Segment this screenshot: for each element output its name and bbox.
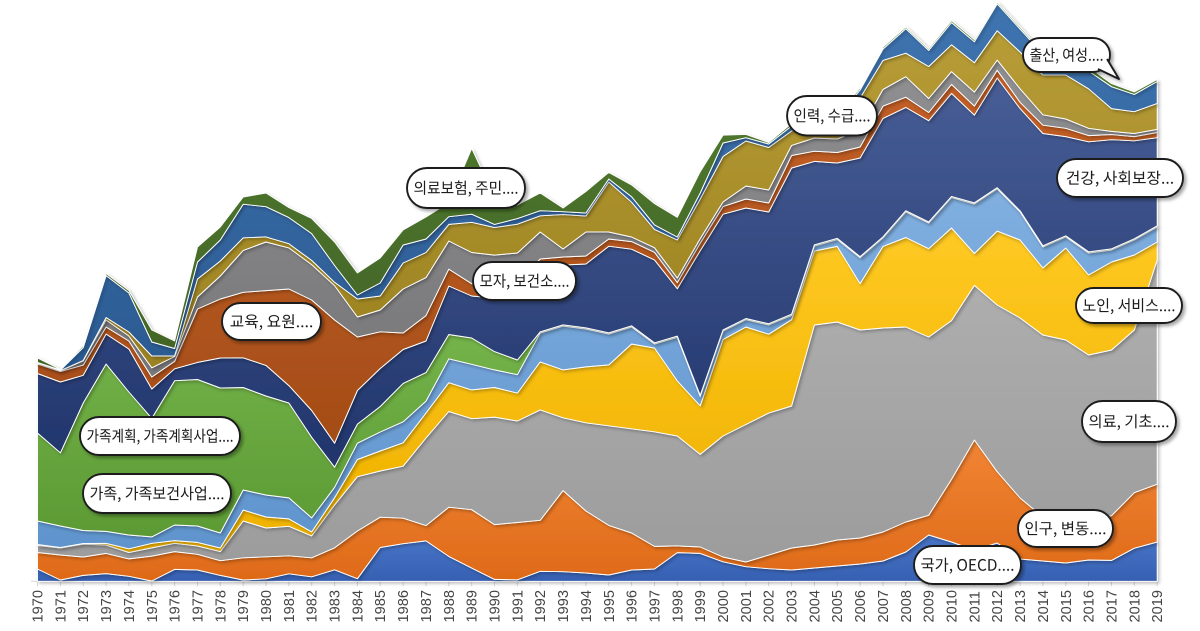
svg-text:1993: 1993 bbox=[556, 590, 572, 622]
svg-text:2000: 2000 bbox=[716, 590, 732, 622]
svg-text:1981: 1981 bbox=[282, 590, 298, 622]
svg-text:2017: 2017 bbox=[1105, 590, 1121, 622]
svg-text:1987: 1987 bbox=[419, 590, 435, 622]
svg-text:1978: 1978 bbox=[213, 590, 229, 622]
svg-text:1985: 1985 bbox=[373, 590, 389, 622]
svg-text:1976: 1976 bbox=[168, 590, 184, 622]
svg-text:1973: 1973 bbox=[99, 590, 115, 622]
svg-text:1980: 1980 bbox=[259, 590, 275, 622]
svg-text:1979: 1979 bbox=[236, 590, 252, 622]
svg-text:1974: 1974 bbox=[122, 590, 138, 622]
svg-text:2013: 2013 bbox=[1013, 590, 1029, 622]
svg-text:2019: 2019 bbox=[1150, 590, 1166, 622]
svg-text:1995: 1995 bbox=[602, 590, 618, 622]
svg-text:1984: 1984 bbox=[350, 590, 366, 622]
svg-text:1983: 1983 bbox=[328, 590, 344, 622]
svg-text:2009: 2009 bbox=[922, 590, 938, 622]
svg-text:2014: 2014 bbox=[1036, 590, 1052, 622]
svg-text:1998: 1998 bbox=[670, 590, 686, 622]
svg-text:2004: 2004 bbox=[807, 590, 823, 622]
svg-text:1972: 1972 bbox=[76, 590, 92, 622]
svg-text:2012: 2012 bbox=[990, 590, 1006, 622]
svg-text:2018: 2018 bbox=[1127, 590, 1143, 622]
svg-text:1994: 1994 bbox=[579, 590, 595, 622]
svg-text:1977: 1977 bbox=[191, 590, 207, 622]
svg-text:2007: 2007 bbox=[876, 590, 892, 622]
svg-text:1991: 1991 bbox=[510, 590, 526, 622]
svg-text:1990: 1990 bbox=[488, 590, 504, 622]
svg-text:1971: 1971 bbox=[53, 590, 69, 622]
svg-text:1982: 1982 bbox=[305, 590, 321, 622]
svg-text:1999: 1999 bbox=[693, 590, 709, 622]
svg-text:1997: 1997 bbox=[648, 590, 664, 622]
svg-text:2002: 2002 bbox=[762, 590, 778, 622]
svg-text:2003: 2003 bbox=[785, 590, 801, 622]
svg-text:2015: 2015 bbox=[1059, 590, 1075, 622]
svg-text:1992: 1992 bbox=[533, 590, 549, 622]
svg-text:1970: 1970 bbox=[31, 590, 47, 622]
svg-text:2006: 2006 bbox=[853, 590, 869, 622]
svg-text:1996: 1996 bbox=[625, 590, 641, 622]
svg-text:2001: 2001 bbox=[739, 590, 755, 622]
svg-text:1986: 1986 bbox=[396, 590, 412, 622]
svg-text:1989: 1989 bbox=[465, 590, 481, 622]
svg-text:2010: 2010 bbox=[945, 590, 961, 622]
svg-text:2005: 2005 bbox=[830, 590, 846, 622]
svg-text:2008: 2008 bbox=[899, 590, 915, 622]
svg-text:1988: 1988 bbox=[442, 590, 458, 622]
svg-text:2011: 2011 bbox=[967, 591, 983, 622]
svg-text:2016: 2016 bbox=[1082, 590, 1098, 622]
svg-text:1975: 1975 bbox=[145, 590, 161, 622]
